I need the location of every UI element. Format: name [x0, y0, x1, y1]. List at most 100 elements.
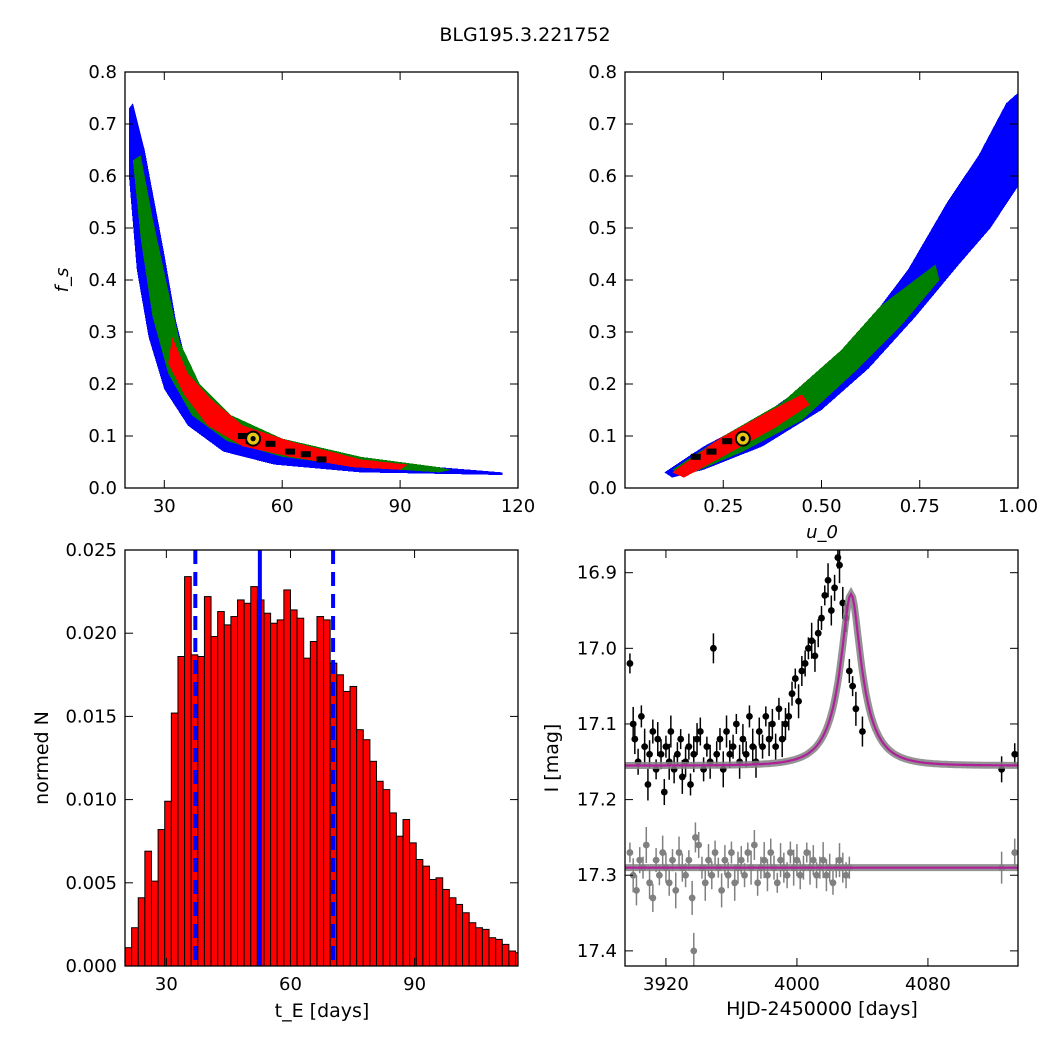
- x-tick-label: 1.00: [998, 496, 1038, 517]
- residual-point: [813, 871, 820, 879]
- likelihood-core-cell: [706, 448, 717, 455]
- histogram-bar: [442, 888, 450, 966]
- data-point: [710, 644, 717, 652]
- residual-point: [705, 856, 712, 864]
- histogram-bar: [501, 943, 510, 966]
- data-point: [646, 750, 653, 758]
- residual-point: [718, 886, 726, 894]
- y-tick-label: 0.0: [88, 478, 117, 499]
- model-curve: [625, 591, 1018, 767]
- residual-point: [731, 879, 739, 887]
- x-tick-label: 90: [389, 496, 412, 517]
- y-tick-label: 0.1: [588, 426, 617, 447]
- data-point: [849, 682, 857, 690]
- residual-point: [688, 894, 696, 902]
- histogram-bar: [336, 674, 344, 966]
- likelihood-core-cell: [316, 456, 327, 463]
- data-point: [778, 735, 786, 743]
- axes-frame: [624, 549, 1019, 967]
- histogram-bar: [395, 835, 404, 966]
- data-point: [696, 728, 704, 735]
- residual-point: [819, 856, 827, 864]
- x-tick-label: 3920: [643, 974, 689, 995]
- histogram-bar: [303, 657, 311, 966]
- residual-point: [636, 856, 644, 864]
- data-point: [690, 750, 698, 758]
- data-point: [772, 743, 780, 751]
- data-point: [798, 667, 806, 675]
- x-tick-label: 60: [279, 974, 302, 995]
- histogram-bar: [376, 780, 384, 966]
- y-tick-label: 17.4: [577, 941, 617, 962]
- data-point: [660, 788, 668, 796]
- data-point: [729, 743, 737, 751]
- data-point: [782, 720, 789, 728]
- data-point: [775, 705, 783, 713]
- histogram-bar: [243, 602, 252, 966]
- residual-point: [655, 871, 663, 879]
- y-tick-label: 0.3: [88, 322, 117, 343]
- data-point: [649, 728, 657, 735]
- histogram-bar: [462, 912, 470, 966]
- residual-point: [796, 871, 804, 879]
- residual-point: [741, 871, 748, 879]
- histogram-bar: [508, 950, 517, 966]
- histogram-bar: [428, 878, 437, 966]
- likelihood-core-cell: [237, 433, 248, 439]
- data-point: [716, 735, 724, 743]
- data-point: [674, 750, 681, 758]
- histogram-bar: [157, 829, 166, 966]
- residual-point: [701, 879, 709, 887]
- data-point: [785, 713, 793, 720]
- y-tick-label: 0.005: [65, 873, 117, 894]
- y-tick-label: 0.7: [588, 114, 617, 135]
- histogram-bar: [323, 619, 331, 966]
- data-point: [759, 743, 766, 751]
- residual-point: [711, 849, 719, 856]
- y-tick-label: 0.4: [588, 270, 617, 291]
- data-point: [836, 561, 843, 569]
- plot-area: [625, 550, 1018, 966]
- residual-point: [665, 879, 673, 887]
- x-tick-label: 120: [501, 496, 535, 517]
- histogram-bar: [210, 636, 219, 966]
- residual-point: [633, 886, 640, 894]
- data-point: [726, 750, 734, 758]
- y-tick-label: 0.010: [65, 790, 117, 811]
- residual-point: [823, 871, 830, 879]
- histogram-bar: [203, 596, 212, 966]
- data-point: [795, 697, 802, 705]
- y-tick-label: 17.1: [577, 714, 617, 735]
- x-axis-label-hjd: HJD-2450000 [days]: [726, 998, 918, 1020]
- likelihood-region-middle: [672, 264, 940, 475]
- data-point: [732, 720, 740, 728]
- axes-frame: [124, 549, 519, 967]
- data-point: [723, 728, 730, 735]
- residual-point: [692, 834, 699, 841]
- residual-point: [750, 841, 758, 849]
- residual-point: [754, 879, 762, 887]
- y-tick-label: 0.025: [65, 540, 117, 561]
- data-point: [805, 644, 812, 652]
- data-point: [677, 735, 685, 743]
- data-point: [859, 728, 866, 735]
- panel-light-curve: 3920 4000 4080 16.9 17.0 17.1 17.2 17.3 17.4 I [m…: [541, 549, 1019, 1020]
- residual-point: [685, 856, 693, 864]
- figure-title: BLG195.3.221752: [439, 24, 610, 46]
- x-tick-label: 4000: [774, 974, 820, 995]
- data-point: [662, 743, 670, 751]
- data-point: [657, 750, 665, 758]
- residual-point: [842, 871, 850, 879]
- data-point: [693, 735, 701, 743]
- residual-point: [767, 849, 775, 856]
- y-tick-label: 0.5: [588, 218, 617, 239]
- x-tick-label: 0.25: [703, 496, 743, 517]
- histogram-bar: [150, 880, 159, 966]
- y-tick-label: 0.7: [88, 114, 117, 135]
- data-point: [845, 667, 853, 675]
- histogram-bar: [131, 927, 139, 966]
- residual-point: [675, 849, 683, 856]
- y-tick-label: 16.9: [577, 563, 617, 584]
- data-point: [1011, 750, 1018, 758]
- x-tick-label: 30: [155, 974, 178, 995]
